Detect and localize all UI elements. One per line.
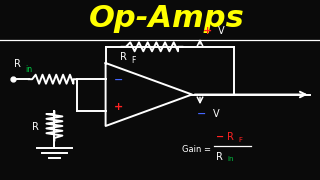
Text: Gain =: Gain = [182, 145, 211, 154]
Text: V: V [218, 26, 224, 36]
Text: +: + [203, 26, 212, 36]
Text: −: − [216, 132, 224, 142]
Text: R: R [227, 132, 234, 142]
Text: R: R [32, 122, 39, 132]
Text: R: R [120, 52, 127, 62]
Text: R: R [216, 152, 223, 162]
Text: V: V [213, 109, 220, 119]
Text: Op-Amps: Op-Amps [89, 4, 244, 33]
Text: in: in [25, 65, 32, 74]
Text: F: F [238, 136, 243, 143]
Text: −: − [114, 75, 123, 85]
Text: −: − [197, 109, 206, 119]
Text: R: R [14, 59, 21, 69]
Text: +: + [114, 102, 123, 112]
Text: in: in [227, 156, 234, 162]
Text: F: F [131, 56, 135, 65]
